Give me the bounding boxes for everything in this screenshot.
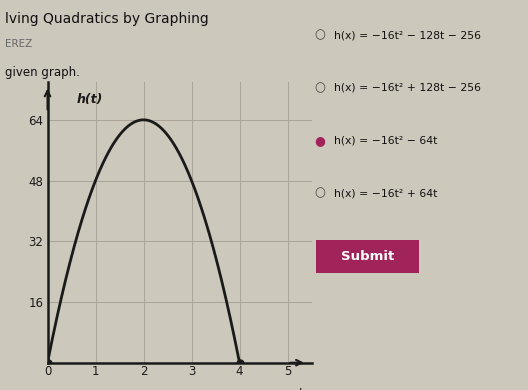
Text: ○: ○ xyxy=(314,28,325,42)
Text: h(x) = −16t² − 128t − 256: h(x) = −16t² − 128t − 256 xyxy=(334,30,481,40)
Text: ○: ○ xyxy=(314,81,325,94)
Text: Submit: Submit xyxy=(341,250,394,263)
Text: h(x) = −16t² + 64t: h(x) = −16t² + 64t xyxy=(334,188,438,198)
Text: EREZ: EREZ xyxy=(5,39,33,49)
Text: ○: ○ xyxy=(314,186,325,200)
Text: lving Quadratics by Graphing: lving Quadratics by Graphing xyxy=(5,12,209,26)
Text: t: t xyxy=(297,387,302,390)
Text: given graph.: given graph. xyxy=(5,66,80,79)
Text: ●: ● xyxy=(314,134,325,147)
Text: h(x) = −16t² + 128t − 256: h(x) = −16t² + 128t − 256 xyxy=(334,83,481,93)
Text: h(t): h(t) xyxy=(77,93,102,106)
Text: h(x) = −16t² − 64t: h(x) = −16t² − 64t xyxy=(334,135,438,145)
